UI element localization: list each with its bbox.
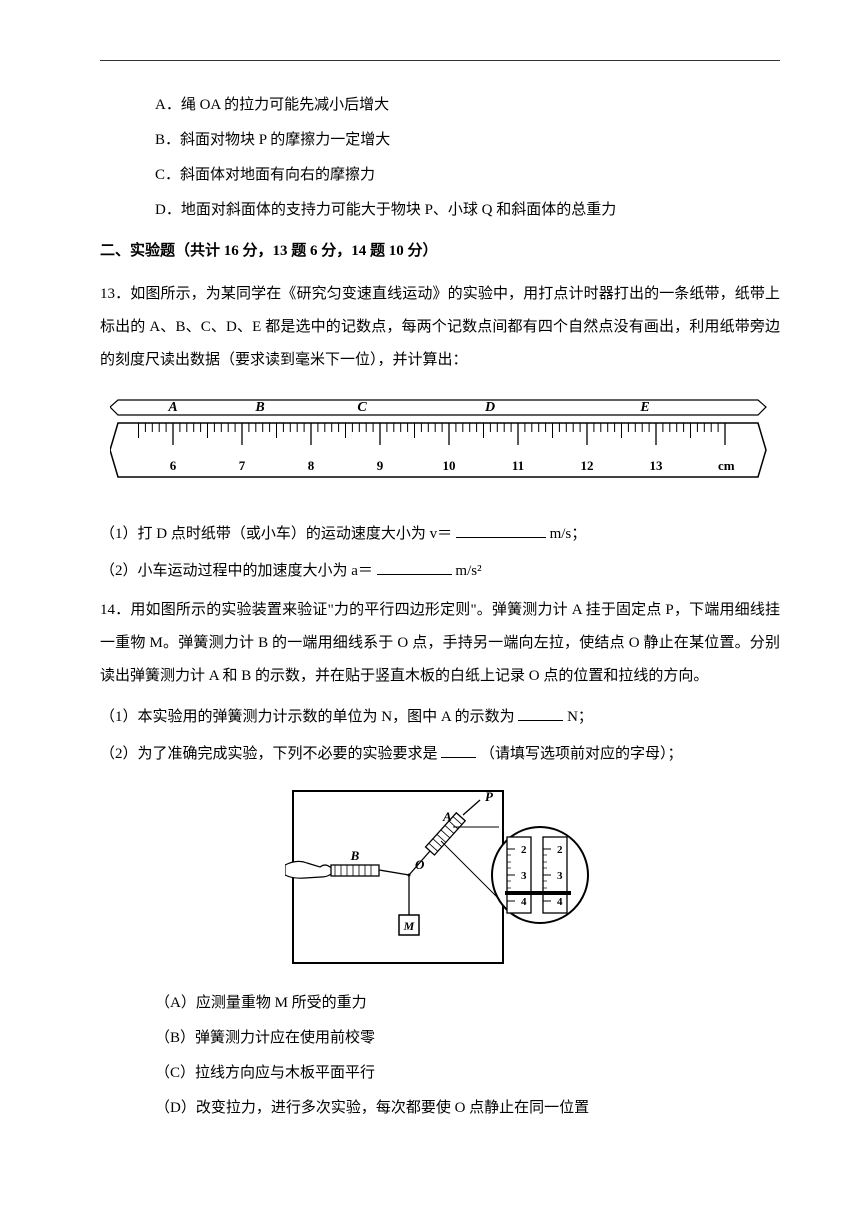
q12-option-d: D．地面对斜面体的支持力可能大于物块 P、小球 Q 和斜面体的总重力 xyxy=(100,194,780,227)
svg-text:A: A xyxy=(442,809,452,824)
q12-option-b: B．斜面对物块 P 的摩擦力一定增大 xyxy=(100,124,780,157)
q12-option-a: A．绳 OA 的拉力可能先减小后增大 xyxy=(100,89,780,122)
svg-text:2: 2 xyxy=(521,844,527,856)
svg-text:cm: cm xyxy=(718,458,735,473)
q13-intro: 13．如图所示，为某同学在《研究匀变速直线运动》的实验中，用打点计时器打出的一条… xyxy=(100,278,780,377)
svg-text:D: D xyxy=(484,400,495,415)
svg-text:M: M xyxy=(403,919,415,933)
q14-option-d: （D）改变拉力，进行多次实验，每次都要使 O 点静止在同一位置 xyxy=(100,1092,780,1125)
svg-text:8: 8 xyxy=(308,458,315,473)
svg-text:7: 7 xyxy=(239,458,246,473)
q13-sub1-blank xyxy=(456,523,546,538)
q14-intro: 14．用如图所示的实验装置来验证"力的平行四边形定则"。弹簧测力计 A 挂于固定… xyxy=(100,594,780,693)
q14-option-a: （A）应测量重物 M 所受的重力 xyxy=(100,987,780,1020)
svg-text:3: 3 xyxy=(557,870,563,882)
q14-sub2-suffix: （请填写选项前对应的字母）； xyxy=(480,746,683,762)
svg-text:P: P xyxy=(485,789,494,804)
q13-sub2-prefix: （2）小车运动过程中的加速度大小为 a＝ xyxy=(100,563,373,579)
svg-text:4: 4 xyxy=(521,896,527,908)
svg-text:3: 3 xyxy=(521,870,527,882)
q14-sub1-suffix: N； xyxy=(567,709,593,725)
q13-sub1-suffix: m/s； xyxy=(550,526,587,542)
svg-text:C: C xyxy=(357,400,367,415)
svg-text:9: 9 xyxy=(377,458,384,473)
svg-text:B: B xyxy=(350,848,360,863)
q14-option-c: （C）拉线方向应与木板平面平行 xyxy=(100,1057,780,1090)
svg-text:11: 11 xyxy=(512,458,524,473)
q14-sub2: （2）为了准确完成实验，下列不必要的实验要求是 （请填写选项前对应的字母）； xyxy=(100,738,780,771)
svg-text:E: E xyxy=(639,400,649,415)
svg-text:13: 13 xyxy=(650,458,664,473)
q13-sub2-suffix: m/s² xyxy=(455,563,481,579)
svg-text:2: 2 xyxy=(557,844,563,856)
q14-option-b: （B）弹簧测力计应在使用前校零 xyxy=(100,1022,780,1055)
q14-figure: B O M A P xyxy=(100,783,780,973)
section-2-title: 二、实验题（共计 16 分，13 题 6 分，14 题 10 分） xyxy=(100,235,780,268)
q14-sub2-blank xyxy=(441,743,476,758)
q14-sub1-blank xyxy=(518,706,563,721)
ruler-svg: A B C D E 6 7 8 9 10 11 12 13 cm xyxy=(110,395,770,490)
q13-sub1: （1）打 D 点时纸带（或小车）的运动速度大小为 v＝ m/s； xyxy=(100,518,780,551)
svg-text:12: 12 xyxy=(581,458,594,473)
svg-text:A: A xyxy=(167,400,177,415)
svg-text:B: B xyxy=(254,400,264,415)
q13-sub2-blank xyxy=(377,560,452,575)
q12-option-c: C．斜面体对地面有向右的摩擦力 xyxy=(100,159,780,192)
ruler-figure: A B C D E 6 7 8 9 10 11 12 13 cm xyxy=(100,395,780,490)
q13-sub2: （2）小车运动过程中的加速度大小为 a＝ m/s² xyxy=(100,555,780,588)
q14-sub2-prefix: （2）为了准确完成实验，下列不必要的实验要求是 xyxy=(100,746,438,762)
page-top-rule xyxy=(100,60,780,61)
svg-text:10: 10 xyxy=(443,458,456,473)
q14-sub1: （1）本实验用的弹簧测力计示数的单位为 N，图中 A 的示数为 N； xyxy=(100,701,780,734)
svg-text:6: 6 xyxy=(170,458,177,473)
q14-sub1-prefix: （1）本实验用的弹簧测力计示数的单位为 N，图中 A 的示数为 xyxy=(100,709,515,725)
svg-text:4: 4 xyxy=(557,896,563,908)
q13-sub1-prefix: （1）打 D 点时纸带（或小车）的运动速度大小为 v＝ xyxy=(100,526,452,542)
experiment-svg: B O M A P xyxy=(285,783,595,973)
